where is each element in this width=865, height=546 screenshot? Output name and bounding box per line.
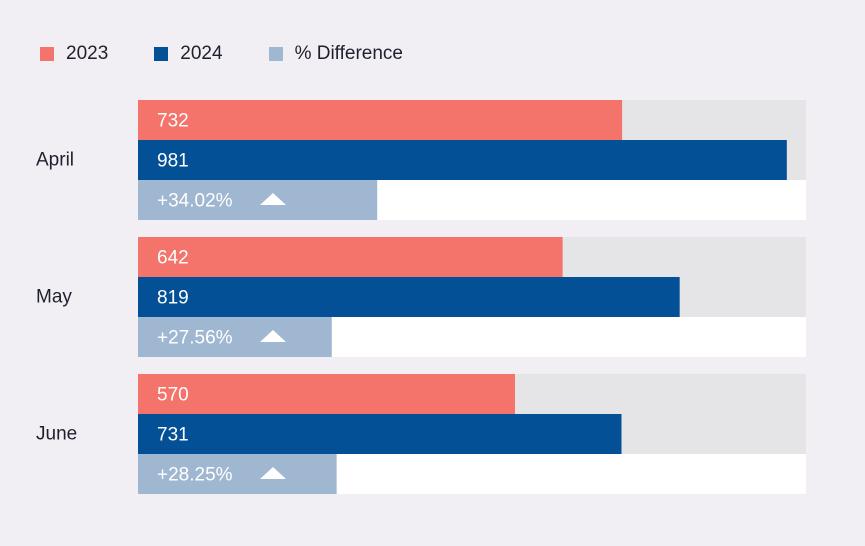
legend-item-2024[interactable]: 2024 bbox=[154, 43, 223, 65]
category-label-april: April bbox=[36, 150, 74, 171]
bar-may-2023 bbox=[138, 237, 563, 277]
bar-value-label-may-2024: 819 bbox=[157, 288, 189, 309]
legend-item-difference[interactable]: % Difference bbox=[268, 43, 403, 65]
bar-value-label-april-2024: 981 bbox=[157, 151, 189, 172]
bar-april-2024 bbox=[138, 140, 787, 180]
legend: 2023 2024 % Difference bbox=[40, 40, 449, 68]
legend-swatch-2024 bbox=[154, 47, 169, 61]
triangle-up-icon bbox=[260, 330, 286, 342]
legend-label-2024: 2024 bbox=[180, 43, 223, 64]
bar-value-label-april-2023: 732 bbox=[157, 111, 189, 132]
bar-value-label-june-2023: 570 bbox=[157, 385, 189, 406]
bar-april-2023 bbox=[138, 100, 623, 140]
diff-bar-june bbox=[138, 454, 337, 494]
triangle-up-icon bbox=[260, 193, 286, 205]
diff-value-label-june: +28.25% bbox=[157, 465, 233, 486]
category-label-may: May bbox=[36, 287, 72, 308]
diff-bar-may bbox=[138, 317, 332, 357]
triangle-up-icon bbox=[260, 467, 286, 479]
bar-may-2024 bbox=[138, 277, 680, 317]
bar-june-2024 bbox=[138, 414, 622, 454]
diff-bar-april bbox=[138, 180, 378, 220]
legend-label-difference: % Difference bbox=[294, 43, 403, 64]
bar-june-2023 bbox=[138, 374, 515, 414]
bar-value-label-june-2024: 731 bbox=[157, 425, 189, 446]
legend-swatch-2023 bbox=[40, 47, 54, 61]
diff-value-label-april: +34.02% bbox=[157, 191, 233, 212]
legend-item-2023[interactable]: 2023 bbox=[40, 43, 108, 65]
legend-label-2023: 2023 bbox=[66, 43, 109, 64]
legend-swatch-difference bbox=[268, 47, 283, 61]
bar-value-label-may-2023: 642 bbox=[157, 248, 189, 269]
diff-value-label-may: +27.56% bbox=[157, 328, 233, 349]
category-label-june: June bbox=[36, 424, 77, 445]
